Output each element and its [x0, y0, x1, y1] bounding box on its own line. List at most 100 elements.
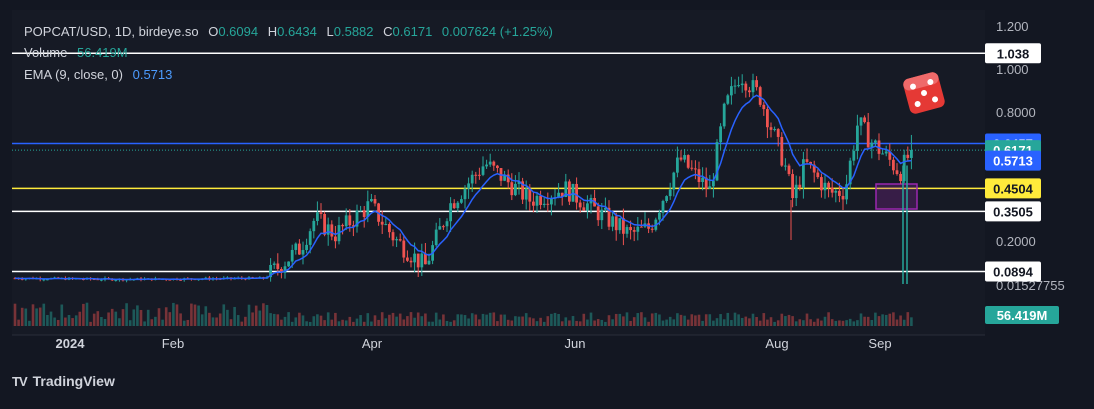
volume-bar — [625, 312, 629, 326]
volume-bar — [748, 318, 751, 326]
volume-bar — [802, 320, 805, 326]
change-value: 0.007624 (+1.25%) — [441, 24, 553, 39]
volume-bar — [344, 320, 348, 326]
volume-bar — [874, 312, 877, 326]
volume-bar — [589, 312, 593, 326]
volume-bar — [247, 304, 251, 326]
candle-body — [344, 215, 348, 227]
volume-bar — [492, 312, 496, 326]
volume-bar — [67, 314, 71, 326]
volume-bar — [28, 320, 31, 326]
candle-body — [521, 181, 524, 200]
candle-body — [676, 157, 679, 173]
price-badge-top — [985, 43, 1041, 64]
volume-bar — [650, 313, 654, 326]
volume-bar — [175, 304, 179, 326]
candle-body — [881, 153, 884, 155]
symbol-label[interactable]: POPCAT/USD, 1D, birdeye.so — [24, 24, 199, 39]
volume-bar — [373, 315, 377, 326]
open-label: O — [208, 24, 219, 39]
volume-bar — [528, 317, 532, 326]
candle-body — [694, 168, 697, 170]
candle-body — [737, 85, 740, 87]
candle-body — [856, 125, 859, 151]
candle-body — [614, 216, 618, 231]
x-tick-label: Feb — [162, 336, 184, 351]
volume-bar — [478, 319, 481, 326]
candle-body — [859, 117, 863, 126]
candle-body — [395, 239, 398, 241]
candle-body — [283, 266, 287, 273]
volume-bar — [143, 321, 146, 326]
volume-bar — [276, 314, 280, 326]
ohlc-high: H0.6434 — [268, 24, 317, 39]
volume-bar — [733, 312, 737, 326]
candle-body — [546, 203, 550, 205]
volume-bar — [769, 317, 773, 326]
volume-bar — [319, 315, 323, 326]
candle-body — [618, 218, 622, 231]
tradingview-brand[interactable]: TV TradingView — [12, 373, 115, 389]
candle-body — [557, 192, 560, 198]
x-tick-label: Apr — [362, 336, 383, 351]
candle-body — [452, 203, 456, 209]
candle-body — [823, 182, 827, 191]
volume-bar — [593, 320, 596, 326]
candle-body — [740, 83, 744, 86]
volume-bar — [521, 316, 524, 326]
candle-body — [582, 207, 586, 211]
volume-bar — [445, 320, 449, 326]
volume-bar — [193, 304, 197, 326]
volume-bar — [280, 319, 283, 326]
volume-bar — [164, 307, 168, 326]
volume-bar — [424, 313, 427, 326]
volume-bar — [269, 313, 272, 326]
candle-body — [888, 151, 892, 160]
candle-body — [301, 250, 305, 255]
header-row-ema[interactable]: EMA (9, close, 0) 0.5713 — [24, 67, 178, 82]
volume-bar — [755, 316, 758, 326]
volume-bar — [341, 319, 344, 326]
volume-bar — [46, 315, 49, 326]
candle-body — [892, 159, 895, 171]
candle-body — [269, 264, 272, 278]
volume-bar — [24, 308, 28, 326]
close-value: 0.6171 — [392, 24, 433, 39]
volume-bar — [460, 314, 463, 326]
candle-body — [305, 244, 308, 251]
volume-bar — [636, 313, 640, 326]
candle-body — [478, 174, 481, 176]
volume-bar — [640, 312, 643, 326]
volume-bar — [488, 312, 492, 326]
y-tick-label: 0.8000 — [996, 105, 1036, 120]
x-tick-label: Jun — [565, 336, 586, 351]
ohlc-low: L0.5882 — [327, 24, 374, 39]
header-row-volume[interactable]: Volume 56.419M — [24, 45, 134, 60]
candle-body — [326, 224, 330, 235]
volume-bar — [38, 307, 42, 326]
volume-bar — [571, 316, 575, 326]
candle-body — [665, 196, 668, 202]
volume-bar — [870, 319, 874, 326]
ohlc-close: C0.6171 — [383, 24, 432, 39]
candle-body — [715, 142, 719, 181]
volume-bar — [535, 321, 539, 326]
volume-bar — [161, 319, 164, 326]
volume-bar — [863, 316, 866, 326]
volume-bar — [323, 320, 326, 326]
volume-bar — [377, 319, 380, 326]
volume-bar — [676, 313, 679, 326]
high-label: H — [267, 24, 278, 39]
volume-bar — [409, 312, 413, 326]
volume-bar — [798, 319, 802, 326]
volume-badge — [985, 306, 1059, 324]
candle-body — [298, 243, 301, 255]
volume-bar — [557, 313, 560, 326]
candle-body — [830, 187, 834, 193]
volume-bar — [298, 312, 301, 326]
candle-body — [542, 203, 546, 205]
volume-bar — [805, 313, 809, 326]
tradingview-name: TradingView — [32, 373, 115, 389]
